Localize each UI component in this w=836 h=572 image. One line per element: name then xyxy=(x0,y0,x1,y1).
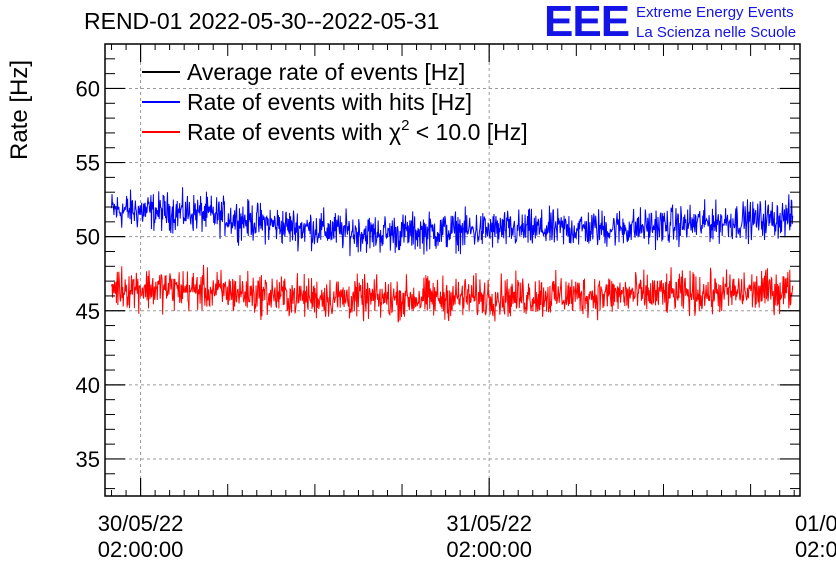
x-tick-time-label: 02:00:00 xyxy=(98,537,184,562)
series-line-1 xyxy=(111,187,794,257)
plot-frame xyxy=(104,43,801,497)
series-line-2 xyxy=(111,264,794,323)
x-tick-date-label: 30/05/22 xyxy=(98,511,184,536)
legend: Average rate of events [Hz] Rate of event… xyxy=(142,59,528,145)
x-tick-date-label: 31/05/22 xyxy=(446,511,532,536)
y-tick-label: 55 xyxy=(76,151,100,176)
y-tick-label: 45 xyxy=(76,299,100,324)
legend-label-1: Rate of events with hits [Hz] xyxy=(187,89,472,115)
x-tick-time-label: 02:00:00 xyxy=(795,537,836,562)
x-tick-date-label: 01/06/22 xyxy=(795,511,836,536)
logo-subtitle-line2: La Scienza nelle Scuole xyxy=(636,24,797,41)
tick-labels: 35404550556030/05/2202:00:0031/05/2202:0… xyxy=(76,76,836,562)
series-layer xyxy=(111,187,794,323)
y-axis-title: Rate [Hz] xyxy=(6,60,33,160)
y-tick-label: 50 xyxy=(76,225,100,250)
axis-ticks xyxy=(105,43,800,496)
eee-logo: EEE xyxy=(544,0,630,46)
x-tick-time-label: 02:00:00 xyxy=(446,537,532,562)
y-tick-label: 35 xyxy=(76,447,100,472)
legend-label-0: Average rate of events [Hz] xyxy=(187,59,465,85)
chart-title: REND-01 2022-05-30--2022-05-31 xyxy=(84,8,440,34)
grid-lines xyxy=(105,44,800,496)
y-tick-label: 40 xyxy=(76,373,100,398)
legend-label-2: Rate of events with χ2 < 10.0 [Hz] xyxy=(187,117,528,145)
y-tick-label: 60 xyxy=(76,76,100,101)
logo-subtitle-line1: Extreme Energy Events xyxy=(636,4,794,21)
